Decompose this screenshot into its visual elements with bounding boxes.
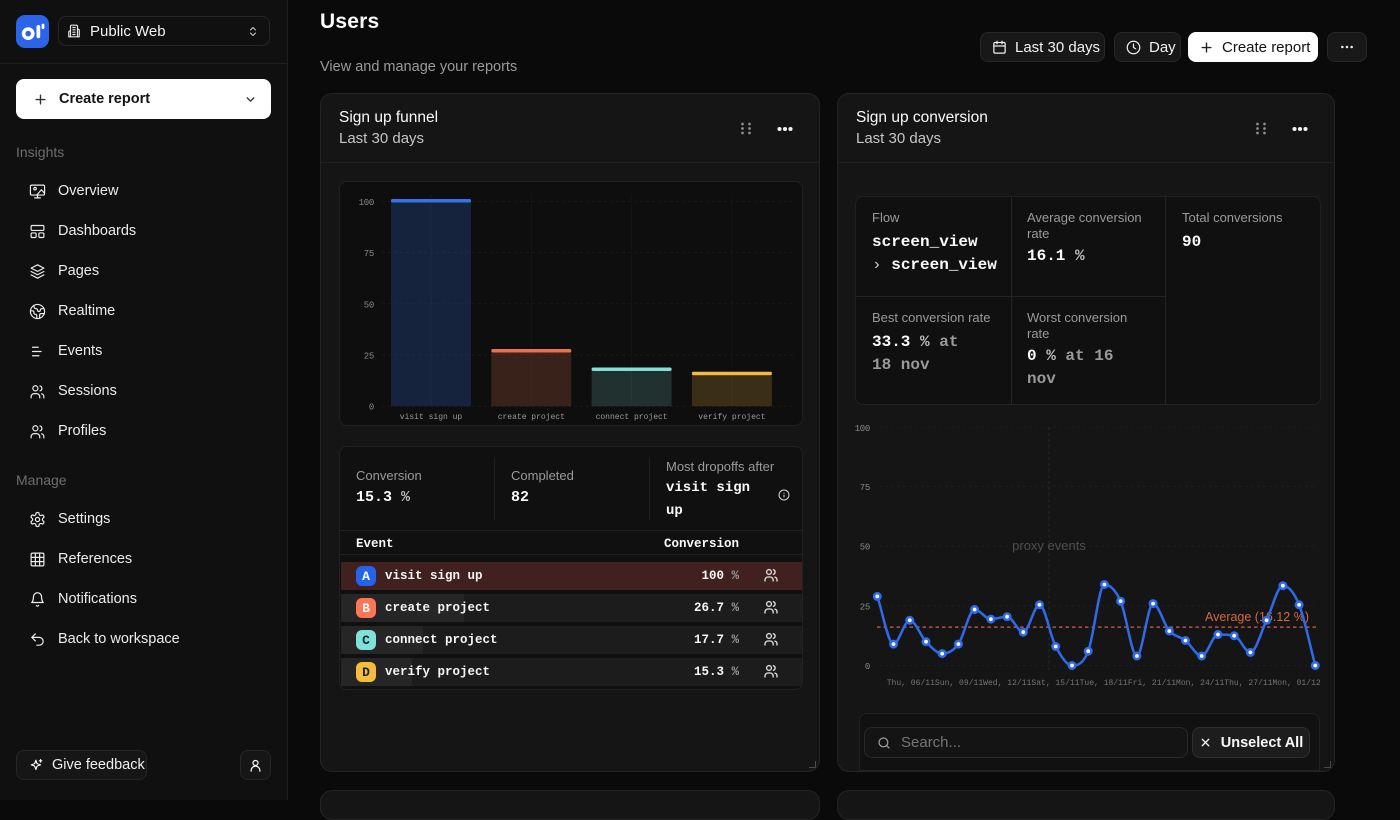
svg-text:0: 0: [369, 403, 374, 413]
svg-text:verify project: verify project: [698, 413, 765, 422]
svg-text:Thu, 06/11Sun, 09/11Wed, 12/11: Thu, 06/11Sun, 09/11Wed, 12/11Sat, 15/11…: [887, 679, 1321, 688]
svg-text:75: 75: [364, 249, 374, 259]
svg-text:50: 50: [860, 543, 870, 553]
svg-text:create project: create project: [498, 413, 565, 422]
svg-text:25: 25: [364, 352, 374, 362]
svg-text:proxy events: proxy events: [1012, 538, 1086, 553]
svg-text:75: 75: [860, 483, 870, 493]
svg-text:100: 100: [855, 424, 870, 434]
svg-text:50: 50: [364, 300, 374, 310]
svg-text:25: 25: [860, 602, 870, 612]
svg-text:100: 100: [359, 198, 374, 208]
svg-text:visit sign up: visit sign up: [400, 413, 463, 422]
svg-text:Average (16.12 %): Average (16.12 %): [1205, 610, 1309, 624]
svg-text:0: 0: [865, 662, 870, 672]
svg-text:connect project: connect project: [596, 413, 668, 422]
